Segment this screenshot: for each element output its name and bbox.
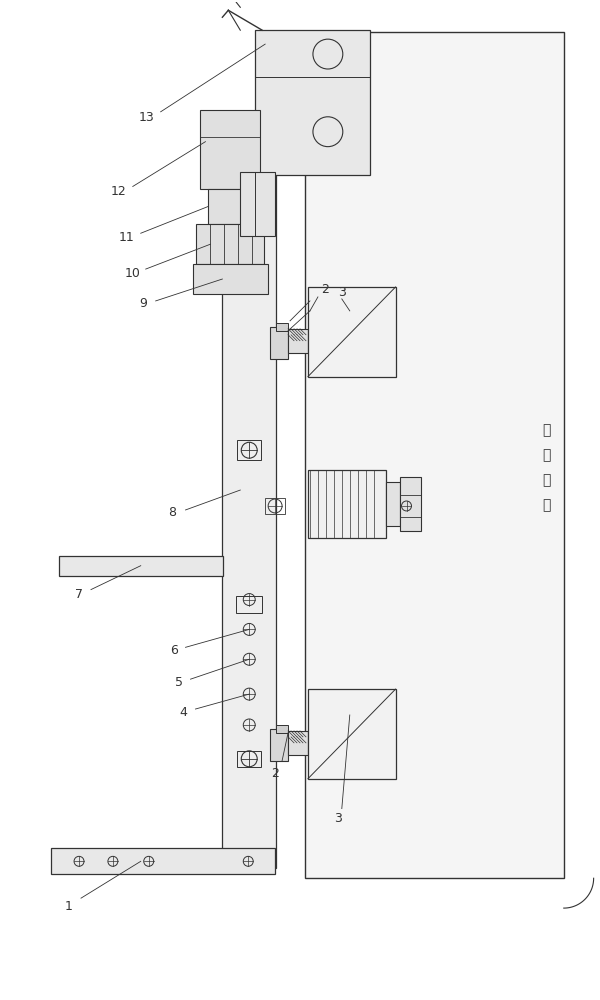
Bar <box>223 172 276 868</box>
Bar <box>288 731 308 755</box>
Bar <box>200 110 260 189</box>
Bar <box>59 556 223 576</box>
Bar <box>305 32 564 878</box>
Text: 1: 1 <box>65 900 73 913</box>
Text: 向: 向 <box>542 498 551 512</box>
Text: 3: 3 <box>334 812 342 825</box>
Bar <box>270 327 288 359</box>
Text: 2: 2 <box>271 767 279 780</box>
Text: 13: 13 <box>139 111 155 124</box>
Bar <box>400 477 421 531</box>
Bar <box>276 725 288 733</box>
Bar <box>236 596 262 613</box>
Text: 床: 床 <box>542 423 551 437</box>
Text: 3: 3 <box>338 286 346 299</box>
Text: 6: 6 <box>170 644 178 657</box>
Text: 5: 5 <box>175 676 182 689</box>
Bar <box>196 224 264 264</box>
Text: 方: 方 <box>542 473 551 487</box>
Bar <box>308 470 386 538</box>
Text: 身: 身 <box>542 448 551 462</box>
Bar <box>51 848 275 874</box>
Bar <box>386 482 400 526</box>
Text: 10: 10 <box>125 267 141 280</box>
Bar <box>237 440 261 460</box>
Bar <box>237 751 261 767</box>
Text: 4: 4 <box>179 706 187 719</box>
Bar <box>308 287 395 377</box>
Bar <box>265 498 285 514</box>
Bar <box>270 729 288 761</box>
Bar <box>255 30 370 175</box>
Text: 9: 9 <box>139 297 146 310</box>
Bar <box>193 264 268 294</box>
Text: 12: 12 <box>111 185 127 198</box>
Bar <box>276 323 288 331</box>
Text: 11: 11 <box>119 231 134 244</box>
Text: 7: 7 <box>75 588 83 601</box>
Bar <box>240 172 275 236</box>
Bar <box>208 189 258 224</box>
Bar <box>288 329 308 353</box>
Text: 2: 2 <box>321 283 329 296</box>
Bar <box>308 689 395 779</box>
Text: 8: 8 <box>169 506 176 519</box>
